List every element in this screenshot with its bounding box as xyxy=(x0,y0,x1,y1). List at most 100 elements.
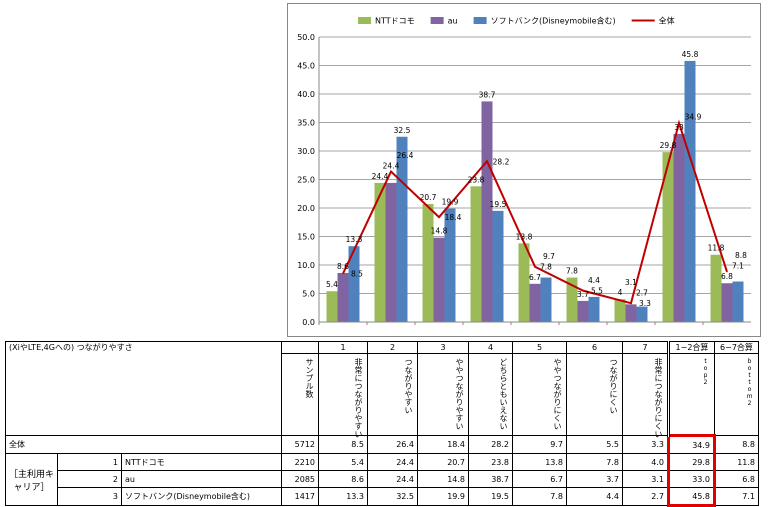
row-label: 全体 xyxy=(5,435,282,454)
cell-value: 19.5 xyxy=(468,487,513,506)
cell-value: 20.7 xyxy=(417,453,469,471)
bar-0 xyxy=(518,243,530,322)
col-label: top2 xyxy=(667,353,715,436)
cell-value: 34.9 xyxy=(667,434,716,454)
cell-value: 19.9 xyxy=(417,487,469,506)
data-label: 19.9 xyxy=(442,198,459,207)
data-label: 5.4 xyxy=(326,280,338,289)
cell-value: 8.8 xyxy=(714,435,759,454)
cell-value: 3.1 xyxy=(622,470,669,488)
data-label: 6.7 xyxy=(529,273,541,282)
cell-value: 32.5 xyxy=(367,487,418,506)
bar-2 xyxy=(492,210,504,322)
col-label: 非常につながりにくい xyxy=(622,353,669,438)
line-point xyxy=(678,122,680,124)
chart-svg: 0.0 5.0 10.0 15.0 20.0 25.0 30.0 35.0 40.0 45.0 50… xyxy=(297,16,751,327)
line-point xyxy=(582,290,584,292)
col-num: 6−7合算 xyxy=(714,341,759,354)
data-label: 4 xyxy=(618,288,623,297)
data-label: 28.2 xyxy=(493,157,510,166)
table-title: (XiやLTE,4Gへの) つながりやすさ xyxy=(5,341,282,436)
row-label: ソフトバンク(Disneymobile含む) xyxy=(121,487,282,506)
y-tick-label: 25.0 xyxy=(297,176,315,185)
data-label: 4.4 xyxy=(588,276,600,285)
bar-2 xyxy=(732,281,744,322)
line-point xyxy=(342,273,344,275)
cell-value: 7.1 xyxy=(714,487,759,506)
y-tick-label: 40.0 xyxy=(297,90,315,99)
cell-value: 23.8 xyxy=(468,453,513,471)
bar-0 xyxy=(326,291,338,322)
data-label: 2.7 xyxy=(636,289,648,298)
data-label: 24.4 xyxy=(383,161,400,170)
data-label: 34.9 xyxy=(685,112,702,121)
col-label: どちらともいえない xyxy=(468,353,513,436)
cell-value: 9.7 xyxy=(512,435,567,454)
line-point xyxy=(726,271,728,273)
line-point xyxy=(534,266,536,268)
col-num: 5 xyxy=(512,341,567,354)
y-tick-label: 35.0 xyxy=(297,119,315,128)
bar-2 xyxy=(444,208,456,322)
chart: 0.0 5.0 10.0 15.0 20.0 25.0 30.0 35.0 40.0 45.0 50… xyxy=(287,3,761,337)
table-row: 全体 5712 8.5 26.4 18.4 28.2 9.7 5.5 3.3 34.9 8.8 xyxy=(5,434,759,454)
col-num: 4 xyxy=(468,341,513,354)
y-tick-label: 5.0 xyxy=(302,290,315,299)
bar-2 xyxy=(588,296,600,322)
cell-value: 13.3 xyxy=(318,487,368,506)
line-point xyxy=(486,160,488,162)
y-tick-label: 50.0 xyxy=(297,33,315,42)
cell-value: 29.8 xyxy=(667,453,716,471)
cell-value: 4.0 xyxy=(622,453,669,471)
line-point xyxy=(630,302,632,304)
cell-value: 26.4 xyxy=(367,435,418,454)
bar-0 xyxy=(422,204,434,322)
col-num: 1 xyxy=(318,341,368,354)
bar-2 xyxy=(636,306,648,322)
y-tick-label: 0.0 xyxy=(302,318,315,327)
data-label: 3.1 xyxy=(625,278,637,287)
legend-label: 全体 xyxy=(659,16,675,26)
bar-0 xyxy=(710,254,722,322)
legend-label: au xyxy=(448,17,458,26)
bar-0 xyxy=(662,152,674,322)
data-label: 23.8 xyxy=(468,175,485,184)
row-num: 1 xyxy=(57,453,122,471)
row-label: NTTドコモ xyxy=(121,453,282,471)
row-num: 3 xyxy=(57,487,122,506)
cell-value: 6.7 xyxy=(512,470,567,488)
cell-value: 2.7 xyxy=(622,487,669,506)
col-num: 2 xyxy=(367,341,418,354)
bar-0 xyxy=(470,186,482,322)
bar-0 xyxy=(566,277,578,322)
table-row: 2 au 2085 8.6 24.4 14.8 38.7 6.7 3.7 3.1 33.0 6.8 xyxy=(6,470,759,488)
data-label: 7.8 xyxy=(540,262,552,271)
data-label: 26.4 xyxy=(397,151,414,160)
col-num: 6 xyxy=(566,341,623,354)
y-tick-label: 10.0 xyxy=(297,261,315,270)
line-point xyxy=(390,171,392,173)
legend-label: ソフトバンク(Disneymobile含む) xyxy=(491,16,616,26)
group-label: ［主利用キャリア］ xyxy=(5,453,58,506)
row-num: 2 xyxy=(57,470,122,488)
data-label: 13.3 xyxy=(346,235,363,244)
data-label: 3.7 xyxy=(577,290,589,299)
cell-value: 4.4 xyxy=(566,487,623,506)
col-label: ややつながりにくい xyxy=(512,353,567,436)
cell-value: 5.4 xyxy=(318,453,368,471)
bar-0 xyxy=(614,299,626,322)
data-label: 13.8 xyxy=(516,232,533,241)
data-label: 24.4 xyxy=(372,172,389,181)
sample-header: サンプル数 xyxy=(281,353,319,436)
cell-value: 8.6 xyxy=(318,470,368,488)
cell-value: 13.8 xyxy=(512,453,567,471)
cell-value: 14.8 xyxy=(417,470,469,488)
cell-value: 3.7 xyxy=(566,470,623,488)
data-label: 8.6 xyxy=(337,262,349,271)
bar-2 xyxy=(348,246,360,322)
data-label: 8.5 xyxy=(351,270,363,279)
data-label: 9.7 xyxy=(543,252,555,261)
cell-value: 6.8 xyxy=(714,470,759,488)
data-label: 29.8 xyxy=(660,141,677,150)
bar-2 xyxy=(396,136,408,322)
